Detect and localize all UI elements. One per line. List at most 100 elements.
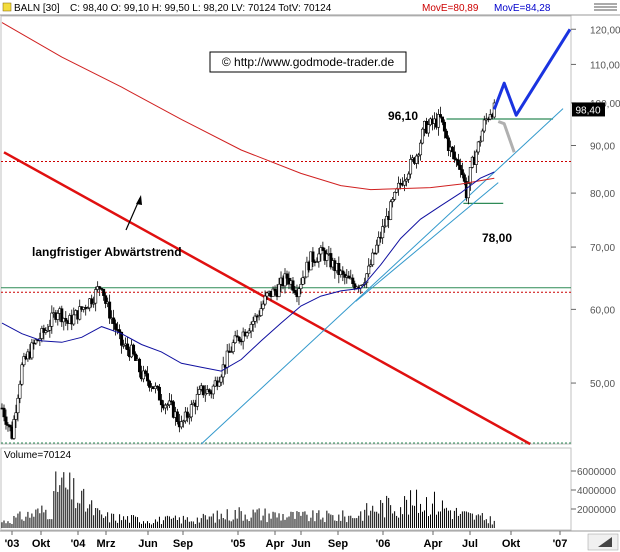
candle-body <box>114 323 118 330</box>
last-price-value: 98,40 <box>575 105 600 116</box>
price-tick-label: 80,00 <box>590 189 615 200</box>
time-tick-label: '06 <box>376 538 391 550</box>
candle-body <box>303 276 307 279</box>
candle-body <box>16 397 20 414</box>
time-tick-label: Jun <box>138 538 158 550</box>
candle-body <box>92 302 96 305</box>
time-tick-label: '04 <box>71 538 87 550</box>
candle-body <box>30 342 34 359</box>
candle-body <box>337 263 341 276</box>
candle-body <box>78 306 82 320</box>
candle-body <box>86 307 90 310</box>
candle-body <box>405 178 409 182</box>
volume-axis: 2000000 4000000 6000000 <box>571 467 616 516</box>
candle-body <box>245 332 249 337</box>
candle-body <box>293 290 297 294</box>
candle-body <box>14 412 18 420</box>
moving-averages <box>1 22 495 372</box>
candle-body <box>165 404 169 407</box>
time-tick-label: '03 <box>5 538 20 550</box>
candle-body <box>104 295 108 304</box>
candle-body <box>421 128 425 144</box>
price-axis: 50,0060,0070,0080,0090,00100,00110,00120… <box>571 25 620 390</box>
watermark-text: © http://www.godmode-trader.de <box>222 55 395 69</box>
candle-body <box>2 407 6 418</box>
candle-body <box>155 385 159 388</box>
candle-body <box>34 339 38 344</box>
window-controls[interactable] <box>594 3 617 11</box>
candle-body <box>48 326 52 331</box>
scroll-corner-icon[interactable] <box>587 533 619 551</box>
candle-body <box>181 420 185 423</box>
candle-body <box>381 226 385 239</box>
candle-body <box>175 411 179 422</box>
candle-body <box>389 201 393 220</box>
candle-body <box>409 159 413 175</box>
candle-body <box>317 253 321 262</box>
candle-body <box>98 286 102 289</box>
candle-body <box>271 288 275 297</box>
candle-body <box>297 288 301 298</box>
candle-body <box>159 399 163 406</box>
price-tick-label: 110,00 <box>590 60 620 71</box>
candle-body <box>371 252 375 266</box>
candle-body <box>126 343 130 351</box>
candle-body <box>347 275 351 279</box>
candle-body <box>442 121 446 132</box>
candle-body <box>391 199 395 203</box>
candle-body <box>44 330 48 333</box>
candle-body <box>72 314 76 325</box>
candle-body <box>251 321 255 325</box>
candle-body <box>444 130 448 139</box>
candle-body <box>122 344 126 347</box>
candle-body <box>167 400 171 406</box>
candle-body <box>474 151 478 165</box>
candle-body <box>462 174 466 182</box>
candle-body <box>138 358 142 373</box>
candle-body <box>257 315 261 317</box>
time-tick-label: Okt <box>502 538 521 550</box>
candle-body <box>235 335 239 338</box>
projection-blue <box>492 28 572 117</box>
candle-body <box>385 215 389 227</box>
price-tick-label: 60,00 <box>590 305 615 316</box>
candle-body <box>50 312 54 327</box>
watermark: © http://www.godmode-trader.de <box>209 51 407 73</box>
volume-label: Volume=70124 <box>4 450 71 461</box>
arrow-up-icon <box>125 195 142 231</box>
candle-body <box>118 329 122 333</box>
candle-body <box>452 151 456 160</box>
candle-body <box>311 251 315 262</box>
candle-body <box>468 167 472 184</box>
candle-body <box>301 277 305 285</box>
time-tick-label: Apr <box>266 538 286 550</box>
time-tick-label: Okt <box>32 538 51 550</box>
candle-body <box>233 335 237 343</box>
candle-body <box>321 247 325 251</box>
candle-body <box>375 244 379 254</box>
candle-body <box>377 236 381 246</box>
candle-body <box>145 373 149 382</box>
candle-body <box>197 389 201 395</box>
downtrend-annotation: langfristiger Abwärtstrend <box>32 245 182 259</box>
candle-body <box>403 180 407 186</box>
candle-body <box>179 421 183 428</box>
candle-body <box>438 114 442 118</box>
candle-body <box>283 273 287 287</box>
projections <box>492 28 572 153</box>
candle-body <box>440 116 444 123</box>
candle-body <box>393 192 397 200</box>
candle-body <box>132 344 136 355</box>
candle-body <box>94 289 98 304</box>
candle-body <box>299 283 303 289</box>
candle-body <box>450 146 454 153</box>
candle-body <box>419 142 423 156</box>
candle-body <box>265 292 269 297</box>
candle-body <box>217 381 221 387</box>
price-tick-label: 50,00 <box>590 379 615 390</box>
candle-body <box>229 351 233 353</box>
candle-body <box>329 253 333 268</box>
volume-bars <box>1 471 495 528</box>
volume-tick-label: 2000000 <box>577 505 616 516</box>
